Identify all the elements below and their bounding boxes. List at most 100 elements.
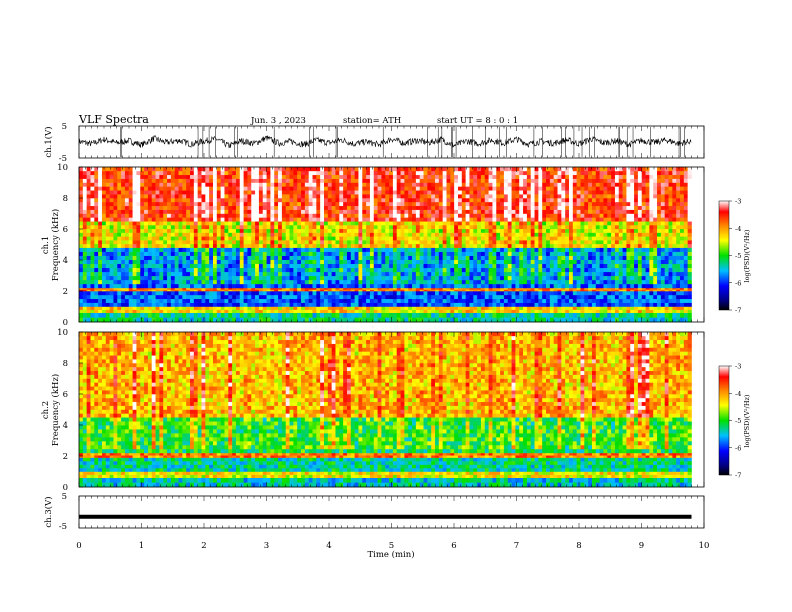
spectrogram-cell [438, 217, 443, 222]
spectrogram-cell [224, 271, 229, 277]
spectrogram-cell [381, 275, 386, 281]
spectrogram-cell [320, 251, 325, 256]
spectrogram-cell [117, 291, 122, 296]
spectrogram-cell [101, 283, 107, 289]
spectrogram-cell [281, 186, 287, 191]
spectrogram-cell [155, 259, 160, 265]
spectrogram-cell [442, 209, 447, 214]
spectrogram-cell [400, 194, 405, 199]
spectrogram-cell [331, 170, 336, 176]
spectrogram-cell [435, 287, 440, 290]
spectrogram-cell [212, 255, 218, 260]
spectrogram-cell [170, 251, 176, 256]
spectrogram-cell [473, 174, 478, 179]
spectrogram-cell [473, 279, 478, 285]
spectrogram-cell [503, 302, 509, 307]
spectrogram-cell [186, 275, 191, 281]
spectrogram-cell [262, 201, 267, 207]
spectrogram-cell [109, 174, 114, 179]
spectrogram-cell [274, 236, 279, 241]
spectrogram-cell [396, 167, 401, 172]
spectrogram-cell [216, 271, 221, 277]
spectrogram-cell [266, 167, 271, 172]
spectrogram-cell [343, 205, 348, 210]
spectrogram-cell [205, 174, 210, 179]
spectrogram-cell [132, 194, 137, 199]
spectrogram-cell [167, 182, 172, 187]
spectrogram-cell [132, 228, 137, 233]
spectrogram-cell [235, 236, 241, 241]
spectrogram-cell [174, 312, 179, 318]
spectrogram-cell [163, 298, 168, 303]
spectrogram-cell [503, 217, 509, 222]
spectrogram-cell [98, 209, 103, 214]
spectrogram-cell [178, 275, 183, 281]
spectrogram-cell [235, 213, 241, 218]
spectrogram-cell [182, 255, 187, 260]
spectrogram-cell [534, 167, 539, 172]
spectrogram-cell [285, 247, 290, 252]
spectrogram-cell [389, 198, 394, 203]
spectrogram-cell [301, 232, 306, 237]
spectrogram-cell [281, 275, 287, 281]
spectrogram-cell [400, 221, 405, 226]
spectrogram-cell [109, 225, 114, 230]
spectrogram-cell [316, 182, 321, 187]
spectrogram-cell [431, 294, 436, 300]
spectrogram-cell [523, 271, 528, 277]
spectrogram-cell [255, 289, 260, 292]
spectrogram-cell [415, 279, 421, 285]
spectrogram-cell [358, 279, 363, 285]
spectrogram-cell [377, 201, 382, 207]
spectrogram-cell [132, 287, 137, 290]
spectrogram-cell [281, 232, 287, 237]
spectrogram-cell [503, 259, 509, 265]
spectrogram-cell [285, 194, 290, 199]
spectrogram-cell [163, 275, 168, 281]
spectrogram-cell [90, 167, 95, 172]
spectrogram-cell [105, 186, 110, 191]
spectrogram-cell [128, 317, 133, 323]
spectrogram-cell [86, 201, 91, 207]
spectrogram-cell [212, 167, 218, 172]
spectrogram-cell [446, 194, 451, 199]
spectrogram-cell [224, 259, 229, 265]
spectrogram-cell [515, 263, 520, 269]
spectrogram-cell [151, 255, 156, 260]
spectrogram-cell [377, 263, 382, 269]
spectrogram-cell [113, 317, 118, 323]
spectrogram-cell [408, 309, 413, 313]
spectrogram-cell [431, 194, 436, 199]
spectrogram-cell [530, 190, 535, 195]
spectrogram-cell [327, 267, 332, 273]
spectrogram-cell [258, 275, 264, 281]
spectrogram-cell [373, 236, 378, 241]
spectrogram-cell [128, 201, 133, 207]
spectrogram-cell [392, 283, 398, 289]
spectrogram-cell [262, 283, 267, 289]
spectrogram-cell [124, 170, 130, 176]
spectrogram-cell [515, 174, 520, 179]
spectrogram-cell [312, 225, 317, 230]
spectrogram-cell [350, 291, 355, 296]
spectrogram-cell [339, 194, 344, 199]
spectrogram-cell [190, 287, 195, 290]
spectrogram-cell [507, 279, 512, 285]
spectrogram-cell [519, 247, 524, 252]
spectrogram-cell [105, 228, 110, 233]
spectrogram-cell [274, 263, 279, 269]
spectrogram-cell [109, 190, 114, 195]
spectrogram-cell [140, 306, 145, 310]
spectrogram-cell [534, 312, 539, 318]
spectrogram-cell [205, 221, 210, 226]
spectrogram-cell [86, 306, 91, 310]
spectrogram-cell [500, 186, 505, 191]
spectrogram-cell [105, 291, 110, 296]
spectrogram-cell [316, 178, 321, 183]
spectrogram-cell [320, 306, 325, 310]
spectrogram-cell [369, 221, 375, 226]
spectrogram-cell [461, 287, 466, 290]
spectrogram-cell [140, 194, 145, 199]
spectrogram-cell [243, 213, 248, 218]
spectrogram-cell [377, 167, 382, 172]
